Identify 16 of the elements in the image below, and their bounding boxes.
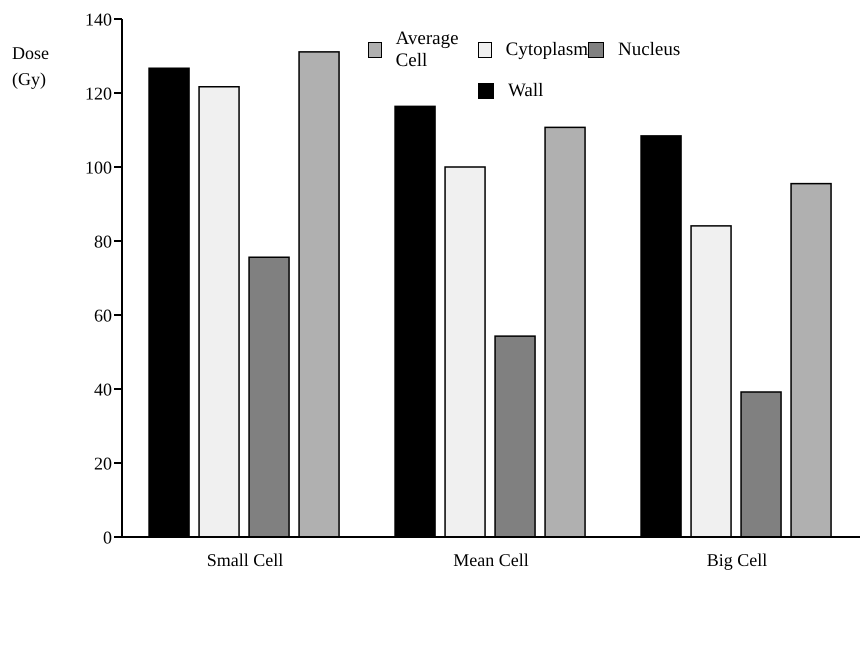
y-tick-label: 40 [94, 379, 112, 400]
y-tick-label: 100 [85, 157, 112, 178]
legend-label: Wall [508, 80, 544, 102]
legend-label: Nucleus [618, 39, 680, 61]
x-tick-label: Small Cell [206, 550, 284, 570]
y-axis-title: Dose (Gy) [12, 42, 49, 91]
x-tick-label: Big Cell [706, 550, 768, 570]
y-tick-label: 60 [94, 305, 112, 326]
y-tick-label: 120 [85, 83, 112, 104]
y-tick-label: 20 [94, 453, 112, 474]
y-tick-label: 80 [94, 231, 112, 252]
legend-label: Cytoplasm [506, 39, 588, 61]
y-tick-label: 140 [85, 9, 112, 30]
x-tick-label: Mean Cell [453, 550, 529, 570]
legend-label: Average Cell [396, 28, 460, 72]
y-tick-label: 0 [103, 527, 112, 548]
